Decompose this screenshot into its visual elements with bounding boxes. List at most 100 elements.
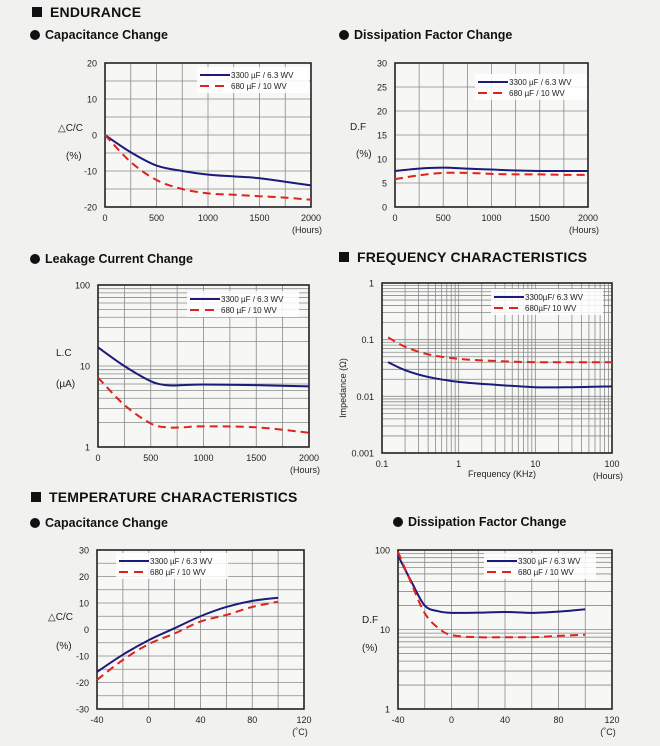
y-tick-label: 1 xyxy=(85,443,90,453)
x-unit-label: (Hours) xyxy=(593,471,623,481)
plot-frame xyxy=(397,549,613,710)
chart-title-end-cap: Capacitance Change xyxy=(30,28,168,42)
square-bullet-icon xyxy=(32,7,42,17)
x-tick-label: 0 xyxy=(95,453,100,463)
legend-box xyxy=(475,74,587,100)
ylabel-end-cap: △C/C xyxy=(58,123,83,134)
legend-label: 680 µF / 10 WV xyxy=(518,568,574,577)
y-tick-label: 1 xyxy=(369,279,374,289)
x-tick-label: 1500 xyxy=(530,213,550,223)
section-title: TEMPERATURE CHARACTERISTICS xyxy=(49,489,298,505)
y-tick-label: -30 xyxy=(76,705,89,715)
yunit-end-cap: (%) xyxy=(66,151,82,162)
legend-box xyxy=(116,553,228,579)
plot-frame xyxy=(394,62,589,208)
y-tick-label: -10 xyxy=(84,167,97,177)
chart-title-end-lc: Leakage Current Change xyxy=(30,252,193,266)
series-line-680uf xyxy=(397,551,586,639)
legend-label: 3300 µF / 6.3 WV xyxy=(509,78,572,87)
plot-frame xyxy=(381,282,613,454)
y-tick-label: -10 xyxy=(76,652,89,662)
section-temperature: TEMPERATURE CHARACTERISTICS xyxy=(31,489,298,505)
legend-box xyxy=(187,291,299,317)
chart-title-text: Capacitance Change xyxy=(45,28,168,42)
ylabel-temp-df: D.F xyxy=(362,615,379,626)
x-unit-label: (˚C) xyxy=(292,727,308,737)
section-endurance: ENDURANCE xyxy=(32,4,141,20)
chart-temp-cap: -40 0 40 80 120 -30 -20 -10 0 10 20 30 (˚C) 3300 µF /… xyxy=(76,546,312,738)
legend-box xyxy=(491,289,603,315)
x-tick-label: 10 xyxy=(530,459,540,469)
legend-label: 3300 µF / 6.3 WV xyxy=(221,295,284,304)
x-tick-label: 120 xyxy=(604,715,619,725)
square-bullet-icon xyxy=(31,492,41,502)
y-tick-label: 30 xyxy=(377,59,387,69)
chart-title-temp-df: Dissipation Factor Change xyxy=(393,515,566,529)
legend-label: 680 µF / 10 WV xyxy=(231,82,287,91)
ylabel-end-lc: L.C xyxy=(56,348,72,359)
circle-bullet-icon xyxy=(30,254,40,264)
y-tick-label: 10 xyxy=(79,599,89,609)
chart-title-temp-cap: Capacitance Change xyxy=(30,516,168,530)
yunit-end-df: (%) xyxy=(356,149,372,160)
x-tick-label: 1 xyxy=(456,459,461,469)
legend-label: 680µF/ 10 WV xyxy=(525,304,577,313)
x-tick-label: 40 xyxy=(500,715,510,725)
x-tick-label: 0 xyxy=(449,715,454,725)
x-tick-label: 1000 xyxy=(481,213,501,223)
x-tick-label: -40 xyxy=(391,715,404,725)
y-tick-label: 15 xyxy=(377,131,387,141)
x-tick-label: 500 xyxy=(436,213,451,223)
y-tick-label: -20 xyxy=(76,678,89,688)
y-tick-label: 0.01 xyxy=(356,392,374,402)
circle-bullet-icon xyxy=(339,30,349,40)
x-tick-label: 1000 xyxy=(198,213,218,223)
x-tick-label: 80 xyxy=(553,715,563,725)
series-line-680uf xyxy=(394,171,589,181)
series-line-3300uf xyxy=(387,361,613,389)
x-tick-label: 1000 xyxy=(193,453,213,463)
series-line-3300uf xyxy=(397,555,586,614)
chart-title-end-df: Dissipation Factor Change xyxy=(339,28,512,42)
series-line-3300uf xyxy=(96,596,279,673)
x-tick-label: 2000 xyxy=(299,453,319,463)
ylabel-temp-cap: △C/C xyxy=(48,612,73,623)
x-tick-label: 1500 xyxy=(246,453,266,463)
y-tick-label: -20 xyxy=(84,203,97,213)
x-unit-label: (Hours) xyxy=(569,225,599,235)
ylabel-end-df: D.F xyxy=(350,122,367,133)
yunit-end-lc: (µA) xyxy=(56,379,76,390)
x-unit-label: (˚C) xyxy=(600,727,616,737)
legend-label: 680 µF / 10 WV xyxy=(150,568,206,577)
y-tick-label: 30 xyxy=(79,546,89,556)
x-tick-label: 100 xyxy=(604,459,619,469)
chart-title-text: Capacitance Change xyxy=(45,516,168,530)
x-tick-label: 0 xyxy=(102,213,107,223)
legend-label: 3300µF/ 6.3 WV xyxy=(525,293,584,302)
yunit-temp-cap: (%) xyxy=(56,641,72,652)
legend-box xyxy=(197,67,309,93)
x-unit-label: (Hours) xyxy=(290,465,320,475)
series-line-3300uf xyxy=(97,346,310,388)
x-axis-label: Frequency (KHz) xyxy=(468,469,536,479)
x-tick-label: 0 xyxy=(146,715,151,725)
x-tick-label: 500 xyxy=(149,213,164,223)
y-tick-label: 0.001 xyxy=(351,449,374,459)
x-tick-label: 40 xyxy=(195,715,205,725)
y-tick-label: 20 xyxy=(87,59,97,69)
chart-end-cap: 0 500 1000 1500 2000 -20 -10 0 10 20 (Hours) 3300 µ… xyxy=(84,59,322,236)
legend-label: 3300 µF / 6.3 WV xyxy=(518,557,581,566)
x-tick-label: 2000 xyxy=(578,213,598,223)
chart-title-text: Dissipation Factor Change xyxy=(408,515,567,529)
chart-title-text: Dissipation Factor Change xyxy=(354,28,513,42)
y-tick-label: 10 xyxy=(87,95,97,105)
y-tick-label: 10 xyxy=(80,362,90,372)
x-tick-label: 2000 xyxy=(301,213,321,223)
plot-frame xyxy=(97,284,310,448)
x-tick-label: -40 xyxy=(90,715,103,725)
circle-bullet-icon xyxy=(30,518,40,528)
section-title: FREQUENCY CHARACTERISTICS xyxy=(357,249,588,265)
x-tick-label: 500 xyxy=(143,453,158,463)
chart-end-df: 0 500 1000 1500 2000 0 5 10 15 20 25 30 (Hours) 3300 … xyxy=(377,59,599,236)
